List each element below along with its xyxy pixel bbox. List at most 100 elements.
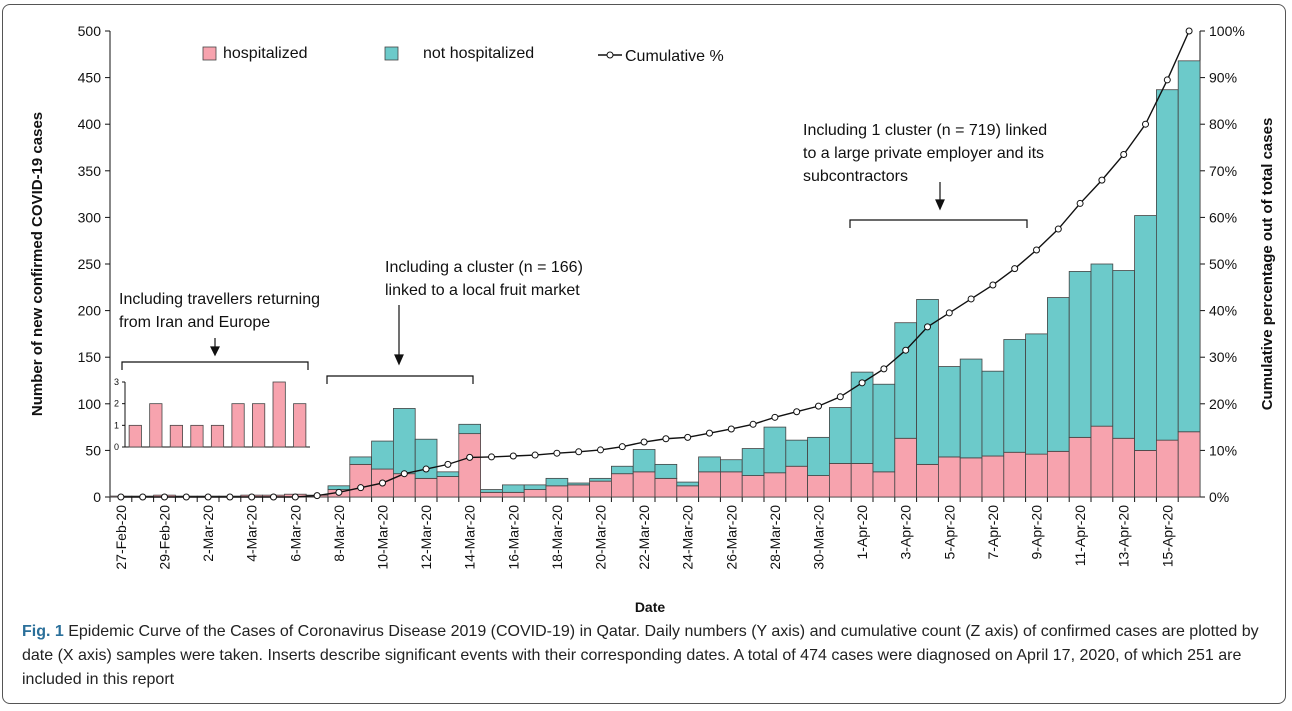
x-tick-label: 24-Mar-20	[680, 505, 696, 570]
x-tick-label: 8-Mar-20	[331, 505, 347, 562]
x-tick-label: 18-Mar-20	[549, 505, 565, 570]
bar-segment	[654, 477, 678, 498]
x-axis-title: Date	[635, 599, 666, 615]
annotation: from Iran and Europe	[119, 314, 270, 331]
bar-segment	[632, 449, 656, 473]
bar-segment	[698, 456, 721, 473]
y2-tick-label: 0%	[1209, 489, 1229, 505]
bar-segment	[1025, 333, 1048, 455]
annotation-brackets	[121, 182, 1028, 384]
legend-label: Cumulative %	[625, 48, 724, 65]
cumulative-point	[989, 281, 997, 289]
bar-segment	[785, 465, 808, 498]
y2-tick-label: 90%	[1209, 70, 1237, 86]
bar-segment	[1003, 339, 1026, 453]
x-tick-label: 16-Mar-20	[505, 505, 521, 570]
bar-segment	[458, 423, 481, 435]
bar-segment	[1134, 215, 1157, 451]
annotation: Including travellers returning	[119, 291, 320, 308]
bar-segment	[1068, 271, 1092, 438]
legend-label: not hospitalized	[423, 45, 534, 62]
y2-tick-label: 40%	[1209, 303, 1237, 319]
cumulative-point	[749, 420, 757, 428]
y2-tick-label: 60%	[1209, 209, 1237, 225]
inset-y-tick-label: 1	[114, 420, 119, 430]
bar-segment	[676, 481, 699, 487]
bar-segment	[916, 463, 939, 498]
inset-y-tick-label: 2	[114, 399, 119, 409]
cumulative-point	[379, 479, 386, 487]
bar-segment	[720, 471, 743, 498]
annotation: subcontractors	[803, 168, 908, 185]
caption: Fig. 1 Epidemic Curve of the Cases of Co…	[22, 620, 1272, 692]
bar-segment	[1177, 431, 1201, 498]
cumulative-point	[575, 448, 583, 456]
cumulative-point	[444, 460, 452, 468]
legend-swatch	[202, 46, 217, 61]
cumulative-point	[226, 493, 234, 501]
bar-segment	[807, 436, 830, 476]
bar-segment	[436, 471, 460, 477]
y2-tick-label: 80%	[1209, 116, 1237, 132]
inset-bar	[169, 424, 183, 448]
bar-segment	[676, 485, 699, 498]
bar-segment	[589, 480, 612, 498]
cumulative-point	[662, 435, 670, 443]
bar-segment	[938, 366, 961, 458]
bar-segment	[349, 463, 372, 498]
cumulative-point	[684, 433, 692, 441]
y-tick-label: 50	[85, 442, 101, 458]
y2-tick-label: 30%	[1209, 349, 1237, 365]
x-tick-label: 20-Mar-20	[593, 505, 609, 570]
bar-segment	[829, 463, 852, 498]
cumulative-point	[706, 429, 713, 437]
bar-segment	[480, 491, 503, 498]
inset-bar	[272, 381, 286, 448]
bar-segment	[523, 489, 547, 498]
bar-segment	[589, 477, 612, 482]
cumulative-point	[1185, 27, 1193, 35]
x-tick-label: 10-Mar-20	[375, 505, 391, 570]
bar-segment	[1090, 425, 1114, 498]
x-tick-label: 3-Apr-20	[898, 505, 914, 560]
bar-segment	[741, 475, 765, 498]
bar-segment	[872, 383, 896, 473]
x-tick-label: 12-Mar-20	[418, 505, 434, 570]
cumulative-point	[924, 323, 931, 331]
x-tick-label: 5-Apr-20	[941, 505, 957, 560]
bar-segment	[349, 456, 372, 465]
bar-segment	[1177, 60, 1201, 433]
cumulative-point	[313, 492, 321, 500]
x-tick-label: 15-Apr-20	[1159, 505, 1175, 567]
figure-frame	[2, 4, 1286, 704]
bar-segment	[501, 491, 525, 498]
bar-segment	[523, 484, 547, 490]
bar-segment	[763, 472, 787, 498]
cumulative-point	[945, 309, 953, 317]
cumulative-point	[117, 493, 125, 501]
bar-segment	[632, 471, 656, 498]
bar-segment	[567, 484, 590, 498]
cumulative-point	[531, 451, 539, 459]
bar-segment	[1156, 89, 1179, 441]
cumulative-point	[858, 379, 866, 387]
cumulative-point	[291, 493, 299, 501]
cumulative-point	[771, 413, 779, 421]
y-tick-label: 150	[78, 349, 102, 365]
y-tick-label: 300	[78, 209, 102, 225]
cumulative-point	[204, 493, 212, 501]
bar-segment	[894, 322, 917, 439]
bar-segment	[1047, 450, 1070, 498]
cumulative-point	[1054, 225, 1062, 233]
bar-segment	[894, 437, 917, 498]
cumulative-point	[1033, 246, 1040, 254]
bar-segment	[959, 358, 983, 459]
annotation: to a large private employer and its	[803, 145, 1044, 162]
inset-bar	[149, 403, 163, 448]
y-tick-label: 0	[93, 489, 101, 505]
cumulative-point	[270, 493, 277, 501]
y2-axis-title: Cumulative percentage out of total cases	[1259, 118, 1276, 411]
cumulative-point	[335, 488, 343, 496]
bar-segment	[872, 471, 896, 498]
cumulative-point	[139, 493, 147, 501]
